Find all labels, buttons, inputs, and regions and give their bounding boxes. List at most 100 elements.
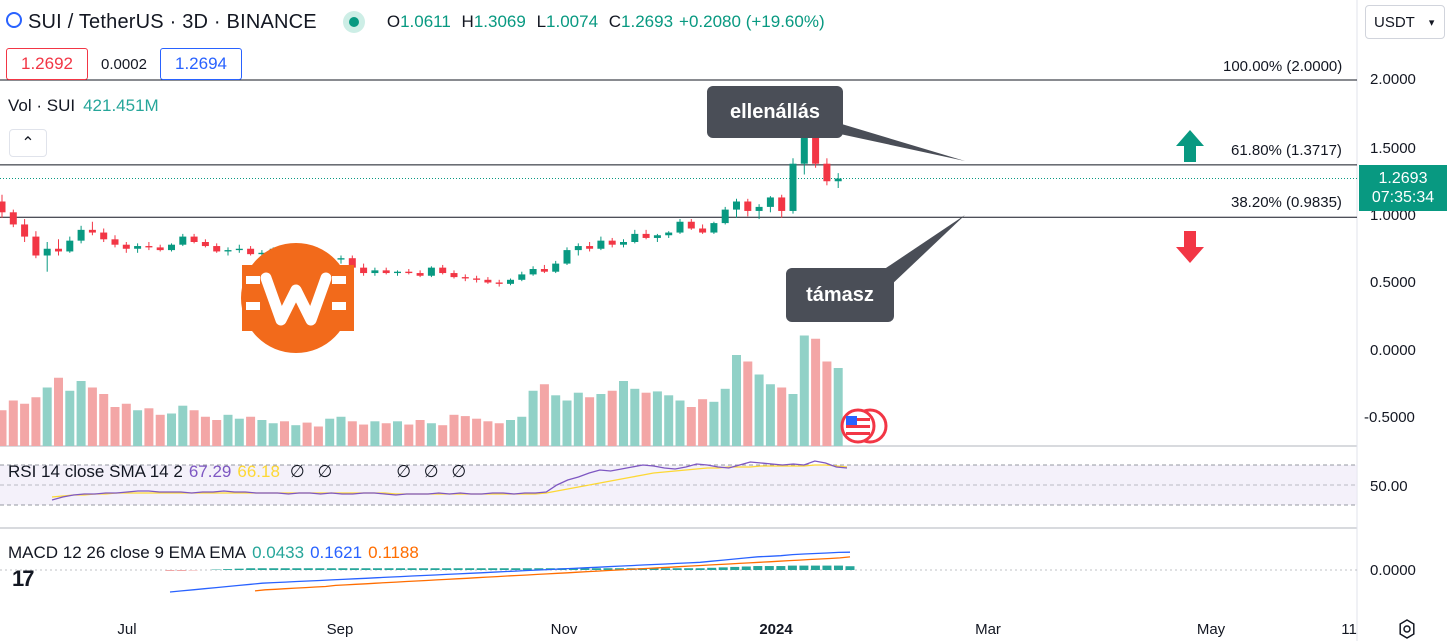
candle-body <box>66 240 74 252</box>
candle-body <box>823 163 831 182</box>
candle-body <box>812 136 820 164</box>
volume-bar <box>517 416 527 446</box>
macd-hist-bar <box>442 568 452 570</box>
candle-body <box>439 267 447 274</box>
open-value: 1.0611 <box>400 12 451 31</box>
macd-hist-bar <box>684 568 694 570</box>
candle-body <box>699 228 707 233</box>
volume-bar <box>268 423 278 446</box>
macd-hist-bar <box>591 568 601 570</box>
macd-hist-bar <box>614 568 624 570</box>
candle-body <box>145 246 153 248</box>
currency-select[interactable]: USDT ▾ <box>1365 5 1445 39</box>
volume-bar <box>313 426 323 446</box>
volume-bar <box>121 403 131 446</box>
macd-line-value: 0.1621 <box>310 543 363 562</box>
chevron-down-icon: ▾ <box>1428 16 1435 29</box>
candle-body <box>32 236 40 256</box>
volume-bar <box>155 414 165 446</box>
macd-hist-bar <box>326 568 336 570</box>
candle-body <box>9 212 17 225</box>
candle-body <box>416 273 424 276</box>
volume-bar <box>483 421 493 446</box>
volume-bar <box>393 421 402 446</box>
volume-bar <box>562 400 572 446</box>
sell-price-button[interactable]: 1.2692 <box>6 48 88 80</box>
x-tick-label: 11 <box>1341 621 1357 638</box>
volume-bar <box>675 400 685 446</box>
resistance-pointer <box>835 122 965 161</box>
candle-body <box>134 246 142 249</box>
volume-bar <box>200 416 210 446</box>
volume-bar <box>630 388 640 446</box>
macd-hist-bar <box>453 568 463 570</box>
volume-bar <box>347 421 357 446</box>
macd-hist-bar <box>488 568 498 570</box>
volume-bar <box>404 424 414 446</box>
volume-bar <box>551 395 561 446</box>
fib-label-618: 61.80% (1.3717) <box>1231 142 1342 159</box>
candle-body <box>156 247 164 251</box>
change-value: +0.2080 (+19.60%) <box>679 12 825 31</box>
volume-bar <box>799 335 809 446</box>
volume-bar <box>506 420 515 446</box>
last-price-tag: 1.2693 07:35:34 <box>1359 165 1447 211</box>
symbol-title[interactable]: SUI / TetherUS · 3D · BINANCE <box>28 10 317 33</box>
y-tick-label: 0.5000 <box>1370 274 1416 291</box>
settings-gear-icon[interactable] <box>1397 619 1417 639</box>
macd-hist-bar <box>407 568 417 570</box>
chevron-up-icon: ⌃ <box>21 135 35 152</box>
volume-bar <box>607 390 617 446</box>
candle-body <box>507 279 514 284</box>
macd-hist-bar <box>845 566 855 570</box>
candle-body <box>21 224 29 237</box>
volume-bar <box>20 403 30 446</box>
volume-bar <box>652 391 662 446</box>
candle-body <box>620 242 627 245</box>
volume-bar <box>777 387 787 446</box>
volume-bar <box>280 421 289 446</box>
candle-body <box>608 240 616 245</box>
x-tick-label: May <box>1196 621 1226 638</box>
low-value: 1.0074 <box>546 12 599 31</box>
volume-bar <box>31 397 41 446</box>
macd-hist-bar <box>315 568 325 570</box>
macd-hist-bar <box>372 568 382 570</box>
volume-bar <box>573 392 583 446</box>
candle-body <box>473 278 481 280</box>
candle-body <box>778 197 786 211</box>
volume-bar <box>212 420 222 446</box>
macd-tick-label: 0.0000 <box>1370 562 1416 579</box>
volume-bar <box>223 414 233 446</box>
volume-bar <box>302 422 312 446</box>
candle-body <box>461 277 469 279</box>
buy-price-button[interactable]: 1.2694 <box>160 48 242 80</box>
volume-bar <box>291 425 301 446</box>
macd-line <box>169 551 851 593</box>
volume-bar <box>336 416 346 446</box>
macd-hist-bar <box>568 568 578 570</box>
candle-body <box>348 258 356 268</box>
macd-hist-bar <box>292 568 302 570</box>
candle-body <box>529 269 537 275</box>
rsi-placeholder: ∅ ∅ <box>289 462 337 481</box>
candle-body <box>88 229 96 233</box>
close-value: 1.2693 <box>621 12 674 31</box>
macd-hist-bar <box>649 568 659 570</box>
macd-hist-bar <box>787 565 797 570</box>
down-arrow-icon <box>1176 231 1204 263</box>
macd-hist-bar <box>534 568 544 570</box>
candle-body <box>394 271 401 274</box>
macd-hist-bar <box>776 566 786 570</box>
macd-hist-bar <box>223 569 233 570</box>
candle-body <box>563 250 571 264</box>
candle-body <box>766 197 774 207</box>
collapse-legend-button[interactable]: ⌃ <box>9 129 47 157</box>
macd-hist-bar <box>603 568 613 570</box>
volume-bar <box>720 388 730 446</box>
candle-body <box>834 178 842 182</box>
rsi-tick-label: 50.00 <box>1370 478 1408 495</box>
ohlc-values: O1.0611 H1.3069 L1.0074 C1.2693 <box>386 12 674 31</box>
candle-body <box>665 232 673 236</box>
